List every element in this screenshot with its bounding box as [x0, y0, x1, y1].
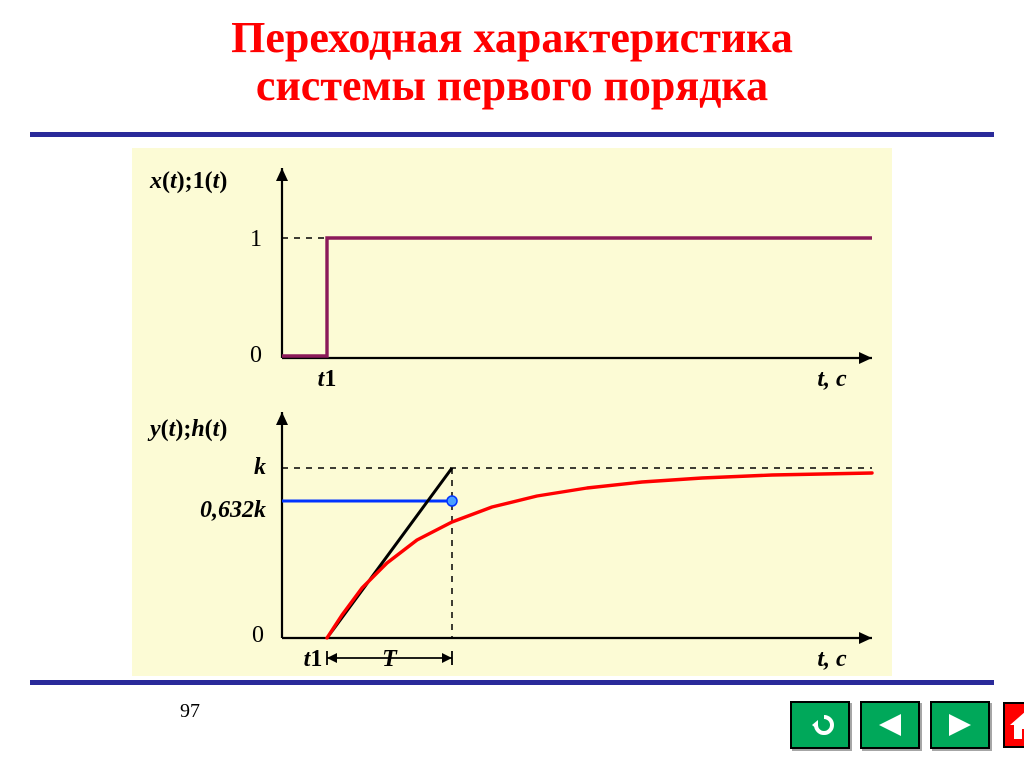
divider-top [30, 132, 994, 137]
prev-button[interactable] [860, 701, 920, 749]
svg-text:y(t);h(t): y(t);h(t) [147, 416, 227, 442]
triangle-right-icon [945, 712, 975, 738]
plot-area: x(t);1(t) 1 0 t1 t, c y(t);h(t) k 0,632k 0 t1 Tt, … [132, 148, 892, 676]
divider-bottom [30, 680, 994, 685]
title-line2: системы первого порядка [256, 61, 768, 110]
triangle-left-icon [875, 712, 905, 738]
svg-text:t, c: t, c [817, 366, 847, 392]
svg-text:0,632k: 0,632k [200, 497, 266, 523]
home-button[interactable] [998, 697, 1024, 753]
svg-text:1: 1 [250, 226, 262, 252]
svg-text:T: T [382, 646, 398, 672]
undo-icon [802, 711, 838, 739]
svg-text:x(t);1(t): x(t);1(t) [149, 168, 227, 194]
slide-number: 97 [0, 700, 380, 723]
svg-text:t1: t1 [304, 646, 323, 672]
next-button[interactable] [930, 701, 990, 749]
slide-title: Переходная характеристика системы первог… [0, 14, 1024, 111]
svg-text:k: k [254, 454, 266, 480]
svg-text:t1: t1 [318, 366, 337, 392]
undo-button[interactable] [790, 701, 850, 749]
nav-bar [790, 701, 990, 749]
title-line1: Переходная характеристика [231, 13, 793, 62]
svg-text:0: 0 [252, 622, 264, 648]
svg-text:t, c: t, c [817, 646, 847, 672]
svg-text:0: 0 [250, 342, 262, 368]
